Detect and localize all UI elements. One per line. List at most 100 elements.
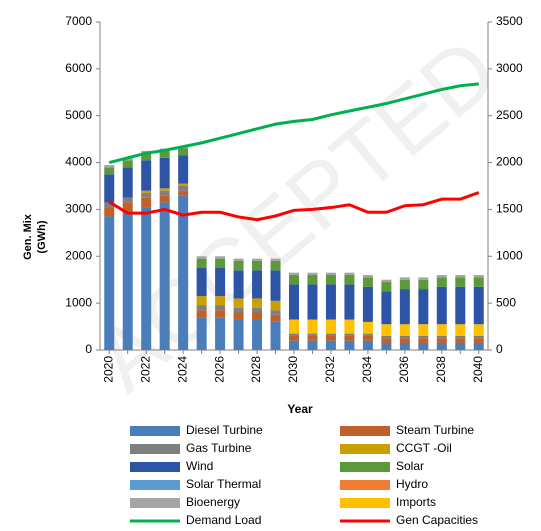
bar-segment bbox=[436, 324, 447, 336]
bar-segment bbox=[104, 164, 115, 168]
bar-segment bbox=[399, 338, 410, 343]
bar-segment bbox=[122, 211, 133, 350]
bar-segment bbox=[344, 284, 355, 320]
bar-segment bbox=[436, 338, 447, 343]
bar-segment bbox=[473, 342, 484, 350]
y-tick-label: 6000 bbox=[65, 61, 92, 75]
x-tick-label: 2036 bbox=[397, 356, 411, 383]
y2-tick-label: 3000 bbox=[496, 61, 523, 75]
legend-label: Imports bbox=[396, 495, 436, 509]
bar-segment bbox=[455, 277, 466, 287]
bar-segment bbox=[418, 324, 429, 336]
bar-segment bbox=[344, 275, 355, 285]
bar-segment bbox=[307, 340, 318, 350]
bar-segment bbox=[399, 342, 410, 350]
legend-label: Diesel Turbine bbox=[186, 423, 263, 437]
bar-segment bbox=[344, 335, 355, 341]
bar-segment bbox=[104, 202, 115, 208]
bar-segment bbox=[362, 333, 373, 336]
y2-tick-label: 1000 bbox=[496, 248, 523, 262]
bar-segment bbox=[141, 207, 152, 350]
x-tick-label: 2040 bbox=[471, 356, 485, 383]
bar-segment bbox=[233, 312, 244, 320]
bar-segment bbox=[473, 277, 484, 287]
y2-tick-label: 0 bbox=[496, 342, 503, 356]
y2-tick-label: 1500 bbox=[496, 202, 523, 216]
bar-segment bbox=[233, 298, 244, 308]
bar-segment bbox=[196, 310, 207, 318]
bar-segment bbox=[307, 275, 318, 285]
bar-segment bbox=[362, 335, 373, 341]
y-tick-label: 1000 bbox=[65, 295, 92, 309]
y2-tick-label: 500 bbox=[496, 295, 516, 309]
bar-segment bbox=[307, 319, 318, 334]
bar-segment bbox=[233, 270, 244, 299]
bar-segment bbox=[381, 342, 392, 350]
bar-segment bbox=[325, 275, 336, 285]
x-tick-label: 2034 bbox=[360, 356, 374, 383]
bar-segment bbox=[381, 335, 392, 339]
legend-swatch bbox=[340, 480, 390, 490]
bar-segment bbox=[270, 300, 281, 311]
bar-segment bbox=[159, 188, 170, 191]
bar-segment bbox=[141, 153, 152, 161]
bar-segment bbox=[141, 197, 152, 208]
legend-label: Wind bbox=[186, 459, 213, 473]
bar-segment bbox=[436, 275, 447, 278]
bar-segment bbox=[141, 193, 152, 198]
bar-segment bbox=[325, 284, 336, 320]
bar-segment bbox=[122, 167, 133, 198]
legend-label: Demand Load bbox=[186, 513, 261, 527]
bar-segment bbox=[215, 317, 226, 350]
bar-segment bbox=[252, 258, 263, 261]
bar-segment bbox=[215, 310, 226, 318]
bar-segment bbox=[418, 338, 429, 343]
bar-segment bbox=[159, 150, 170, 158]
bar-segment bbox=[289, 340, 299, 350]
bar-segment bbox=[399, 277, 410, 280]
line-series bbox=[108, 191, 480, 222]
x-tick-label: 2020 bbox=[101, 356, 115, 383]
x-tick-label: 2032 bbox=[323, 356, 337, 383]
bar-segment bbox=[436, 286, 447, 325]
bar-segment bbox=[473, 335, 484, 339]
bar-segment bbox=[325, 335, 336, 341]
line-series bbox=[108, 82, 479, 165]
bar-segment bbox=[344, 333, 355, 336]
bar-segment bbox=[455, 275, 466, 278]
bar-segment bbox=[141, 160, 152, 191]
bar-segment bbox=[455, 335, 466, 339]
bar-segment bbox=[252, 312, 263, 320]
y-tick-label: 0 bbox=[85, 342, 92, 356]
legend-label: Hydro bbox=[396, 477, 428, 491]
bar-segment bbox=[270, 310, 281, 315]
bar-segment bbox=[270, 321, 281, 350]
bar-segment bbox=[196, 305, 207, 311]
bar-segment bbox=[196, 317, 207, 350]
bar-segment bbox=[455, 338, 466, 343]
y-axis-title: Gen. Mix bbox=[22, 213, 34, 260]
bar-segment bbox=[178, 183, 189, 186]
bar-segment bbox=[418, 289, 429, 325]
y-axis-title: (GWh) bbox=[36, 220, 48, 253]
bar-segment bbox=[233, 319, 244, 350]
bar-segment bbox=[122, 197, 133, 203]
legend-label: Bioenergy bbox=[186, 495, 240, 509]
y-tick-label: 3000 bbox=[65, 202, 92, 216]
bar-segment bbox=[252, 319, 263, 350]
bar-segment bbox=[307, 272, 318, 276]
bar-segment bbox=[252, 260, 263, 271]
bar-segment bbox=[344, 340, 355, 350]
bar-segment bbox=[362, 321, 373, 334]
bar-segment bbox=[233, 258, 244, 261]
x-tick-label: 2028 bbox=[249, 356, 263, 383]
y2-tick-label: 2000 bbox=[496, 155, 523, 169]
legend-label: Solar Thermal bbox=[186, 477, 261, 491]
bar-segment bbox=[215, 305, 226, 311]
bar-segment bbox=[381, 279, 392, 283]
legend-swatch bbox=[130, 480, 180, 490]
bar-segment bbox=[399, 289, 410, 325]
legend-swatch bbox=[340, 426, 390, 436]
bar-segment bbox=[270, 260, 281, 271]
bar-segment bbox=[196, 258, 207, 268]
